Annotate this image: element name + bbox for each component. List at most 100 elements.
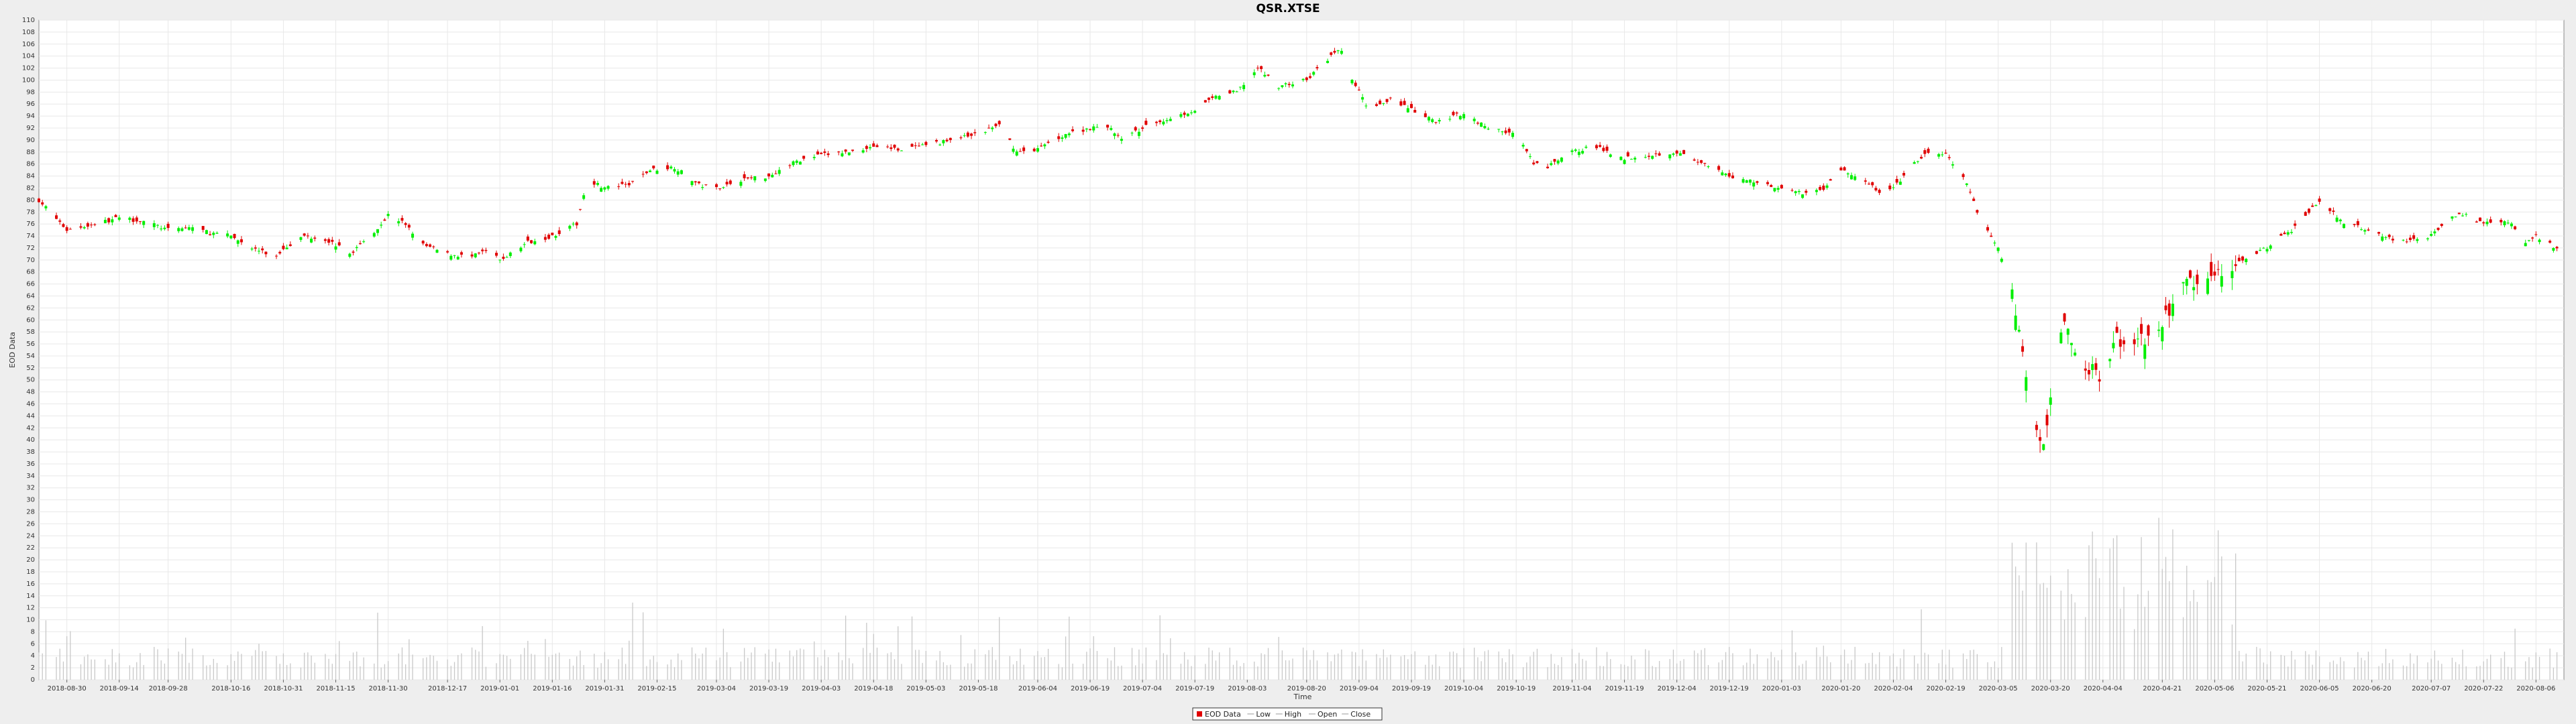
candle-body [1560,158,1563,162]
y-tick-label: 0 [31,676,35,684]
candle-body [331,239,334,242]
x-tick-label: 2018-10-31 [264,685,303,692]
candle-body [1032,148,1036,152]
y-axis-label: EOD Data [8,332,17,368]
candle-body [767,173,771,177]
candle-body [2489,219,2492,223]
candle-body [1923,150,1927,154]
candle-body [2220,276,2223,287]
candle-body [1260,66,1263,70]
candle-body [201,226,205,230]
y-tick-label: 26 [26,520,35,528]
candle-body [1428,117,1431,121]
x-tick-label: 2019-04-03 [802,685,841,692]
candle-body [1849,175,1853,180]
candle-body [1064,133,1067,138]
candle-body [1379,101,1382,105]
candle-body [2118,339,2122,347]
x-tick-label: 2018-10-16 [211,685,250,692]
candle-body [753,176,757,180]
candle-body [1996,247,2000,251]
candle-body [1581,151,1585,154]
candle-body [191,227,195,231]
y-tick-label: 4 [31,652,35,660]
y-tick-label: 102 [22,65,35,72]
candle-body [481,249,484,251]
candle-body [1770,184,1773,187]
candle-body [1633,158,1637,160]
candle-body [1794,191,1797,194]
candle-body [557,230,561,235]
candle-body [2457,213,2461,215]
x-tick-label: 2019-01-01 [480,685,519,692]
candle-body [1920,157,1923,159]
y-tick-label: 42 [26,424,35,432]
candle-body [771,174,774,178]
x-tick-label: 2019-03-04 [697,685,736,692]
candle-body [1057,136,1061,139]
legend: EOD Data Low High Open Close [1192,707,1383,721]
x-tick-label: 2019-12-04 [1658,685,1697,692]
candle-body [714,184,718,187]
candle-body [2479,217,2482,221]
candle-body [519,247,523,251]
candle-body [983,132,987,133]
candle-body [2213,272,2216,276]
candle-body [2123,340,2126,345]
candle-body [1623,160,1626,164]
candle-body [777,170,781,174]
candle-body [543,237,547,240]
candle-body [1012,148,1015,152]
candle-body [1193,111,1197,113]
candle-body [568,225,572,229]
candle-body [763,178,767,181]
y-tick-label: 46 [26,401,35,408]
candle-body [460,252,463,255]
candle-body [2311,205,2314,207]
candle-body [1238,86,1242,88]
candle-body [1350,80,1354,84]
candle-body [2171,304,2174,316]
candle-body [1731,175,1734,178]
y-tick-label: 56 [26,341,35,348]
candle-body [2430,234,2433,236]
candle-body [2524,243,2527,247]
y-tick-label: 12 [26,605,35,612]
candle-body [2510,223,2513,227]
candle-body [1452,111,1455,115]
candle-body [861,150,865,153]
candle-body [2161,326,2164,342]
candle-body [275,255,278,257]
y-tick-label: 76 [26,221,35,228]
candle-body [1232,90,1235,93]
y-tick-label: 28 [26,509,35,516]
candle-body [2045,414,2049,426]
y-tick-label: 70 [26,257,35,264]
candle-body [2531,237,2534,239]
candle-body [456,257,460,259]
candle-body [474,253,477,257]
x-tick-label: 2019-09-04 [1340,685,1379,692]
candle-body [1472,119,1476,121]
candle-body [2482,222,2485,224]
y-tick-label: 74 [26,233,35,240]
candle-body [694,181,697,183]
x-tick-label: 2018-08-30 [48,685,87,692]
candle-body [533,241,537,245]
candle-body [177,228,180,231]
candle-body [1137,131,1140,136]
candle-body [1550,163,1553,166]
legend-swatch [1197,711,1202,717]
candle-body [1309,76,1312,78]
candle-body [1696,162,1699,163]
candle-body [1089,129,1092,130]
candle-body [812,157,816,158]
candle-body [1990,235,1993,237]
candle-body [1965,183,1968,185]
candle-body [1609,154,1612,158]
y-tick-label: 110 [22,17,35,24]
candle-body [2485,221,2489,225]
candle-body [1040,145,1043,147]
candle-body [1668,154,1672,159]
